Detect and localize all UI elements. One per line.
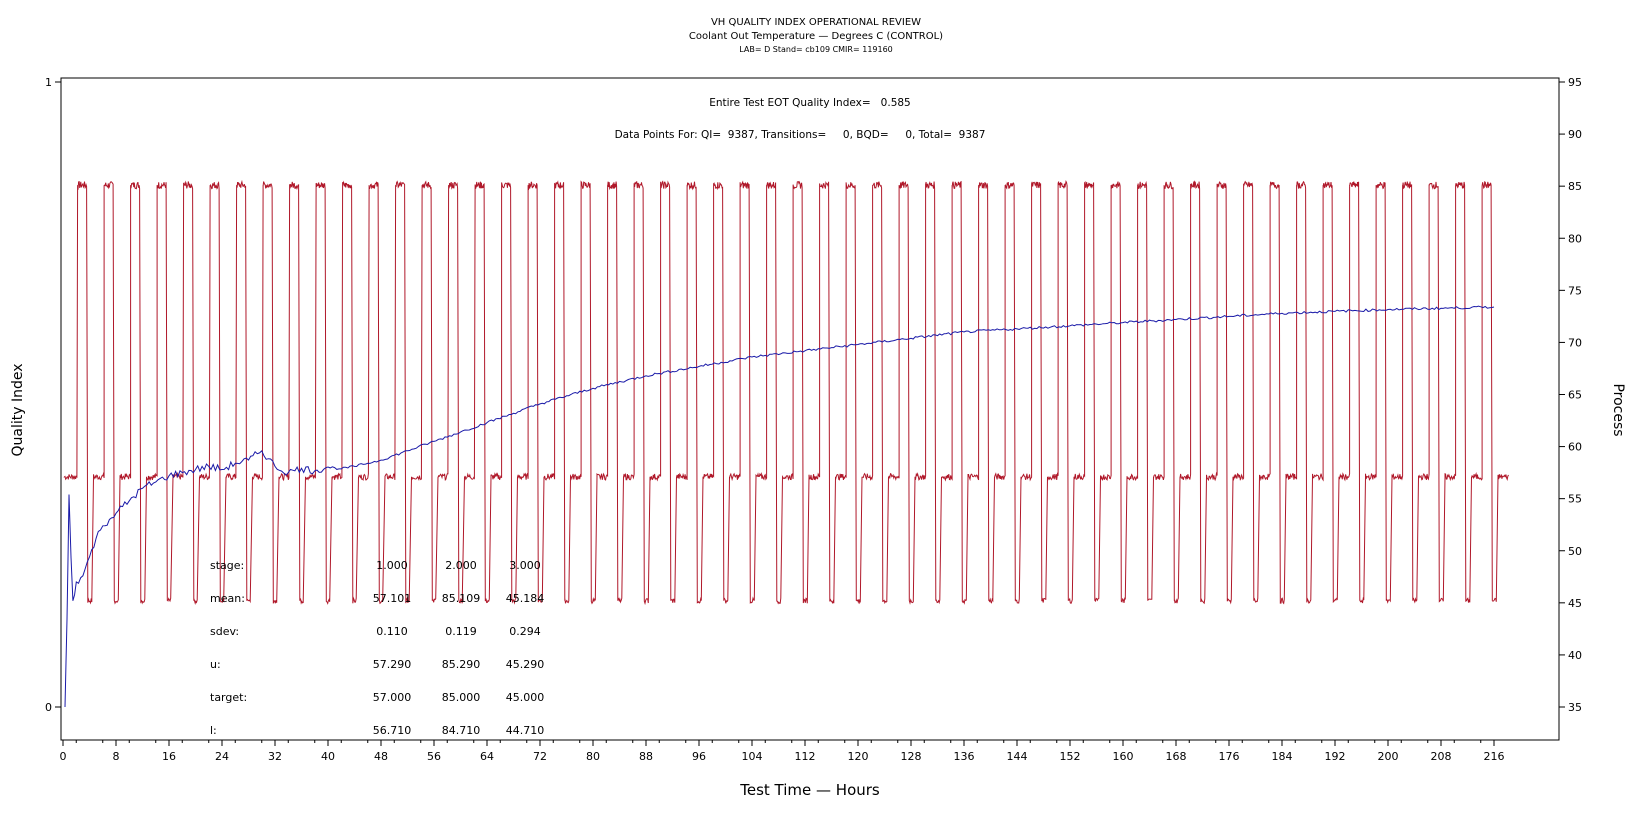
- stats-row-label: l:: [210, 724, 217, 737]
- x-tick-label: 192: [1325, 750, 1346, 763]
- y-right-tick-label: 55: [1568, 493, 1582, 506]
- x-tick-label: 120: [848, 750, 869, 763]
- stats-cell: 45.184: [506, 592, 545, 605]
- quality-index-annotation: Entire Test EOT Quality Index= 0.585: [709, 97, 911, 109]
- stats-cell: 45.290: [506, 658, 545, 671]
- y-left-tick-label: 1: [45, 76, 52, 89]
- stats-table: stage: 1.000 2.000 3.000 mean: 57.101 85.109 45…: [210, 559, 544, 737]
- x-tick-label: 184: [1272, 750, 1293, 763]
- stats-cell: 85.000: [442, 691, 481, 704]
- stats-cell: 0.119: [445, 625, 477, 638]
- stats-cell: 57.000: [373, 691, 412, 704]
- x-tick-label: 72: [533, 750, 547, 763]
- x-tick-label: 8: [113, 750, 120, 763]
- x-tick-label: 24: [215, 750, 229, 763]
- stats-row-label: mean:: [210, 592, 245, 605]
- x-tick-label: 152: [1060, 750, 1081, 763]
- stats-cell: 44.710: [506, 724, 545, 737]
- x-tick-label: 144: [1007, 750, 1028, 763]
- y-left-axis-label: Quality Index: [10, 363, 26, 456]
- y-right-tick-label: 60: [1568, 441, 1582, 454]
- y-left-tick-label: 0: [45, 701, 52, 714]
- x-tick-label: 40: [321, 750, 335, 763]
- x-tick-label: 168: [1166, 750, 1187, 763]
- y-right-tick-label: 85: [1568, 180, 1582, 193]
- stats-cell: 56.710: [373, 724, 412, 737]
- x-tick-label: 16: [162, 750, 176, 763]
- x-tick-label: 56: [427, 750, 441, 763]
- chart-subtitle: Coolant Out Temperature — Degrees C (CON…: [689, 31, 943, 42]
- x-tick-label: 200: [1378, 750, 1399, 763]
- x-tick-label: 128: [901, 750, 922, 763]
- process-series: [63, 179, 1509, 606]
- x-tick-label: 104: [742, 750, 763, 763]
- x-tick-label: 136: [954, 750, 975, 763]
- x-tick-label: 96: [692, 750, 706, 763]
- stats-cell: 57.101: [373, 592, 412, 605]
- y-right-tick-label: 95: [1568, 76, 1582, 89]
- stats-cell: 84.710: [442, 724, 481, 737]
- x-tick-label: 176: [1219, 750, 1240, 763]
- quality-index-line: [64, 305, 1495, 708]
- y-right-tick-label: 40: [1568, 649, 1582, 662]
- process-line: [63, 179, 1509, 606]
- x-tick-label: 112: [795, 750, 816, 763]
- x-tick-label: 80: [586, 750, 600, 763]
- stats-cell: 1.000: [376, 559, 408, 572]
- x-tick-label: 48: [374, 750, 388, 763]
- stats-cell: 57.290: [373, 658, 412, 671]
- y-right-axis-label: Process: [1610, 383, 1626, 436]
- chart-title: VH QUALITY INDEX OPERATIONAL REVIEW: [711, 17, 921, 28]
- y-right-tick-label: 65: [1568, 389, 1582, 402]
- stats-cell: 0.294: [509, 625, 541, 638]
- y-right-tick-label: 75: [1568, 284, 1582, 297]
- x-tick-label: 64: [480, 750, 494, 763]
- stats-row-label: sdev:: [210, 625, 239, 638]
- stats-cell: 45.000: [506, 691, 545, 704]
- x-tick-label: 208: [1431, 750, 1452, 763]
- y-right-tick-label: 80: [1568, 232, 1582, 245]
- axis-ticks: 0 8 16 24 32 40 48 56 64 72 80 88 96 104 112 120 128 136 1…: [45, 76, 1582, 763]
- y-right-tick-label: 35: [1568, 701, 1582, 714]
- stats-cell: 3.000: [509, 559, 541, 572]
- x-axis-label: Test Time — Hours: [739, 781, 880, 799]
- x-tick-label: 160: [1113, 750, 1134, 763]
- y-right-tick-label: 70: [1568, 336, 1582, 349]
- x-tick-label: 32: [268, 750, 282, 763]
- plot-frame: [60, 77, 1560, 741]
- data-points-annotation: Data Points For: QI= 9387, Transitions= …: [615, 129, 986, 141]
- stats-cell: 85.290: [442, 658, 481, 671]
- x-tick-label: 0: [60, 750, 67, 763]
- stats-row-label: target:: [210, 691, 247, 704]
- stats-row-label: u:: [210, 658, 221, 671]
- chart-info: LAB= D Stand= cb109 CMIR= 119160: [739, 45, 893, 54]
- stats-cell: 85.109: [442, 592, 481, 605]
- y-right-tick-label: 50: [1568, 545, 1582, 558]
- y-right-tick-label: 90: [1568, 128, 1582, 141]
- stats-row-label: stage:: [210, 559, 244, 572]
- quality-index-series: [64, 305, 1495, 708]
- x-tick-label: 88: [639, 750, 653, 763]
- stats-cell: 2.000: [445, 559, 477, 572]
- stats-cell: 0.110: [376, 625, 408, 638]
- x-tick-label: 216: [1484, 750, 1505, 763]
- y-right-tick-label: 45: [1568, 597, 1582, 610]
